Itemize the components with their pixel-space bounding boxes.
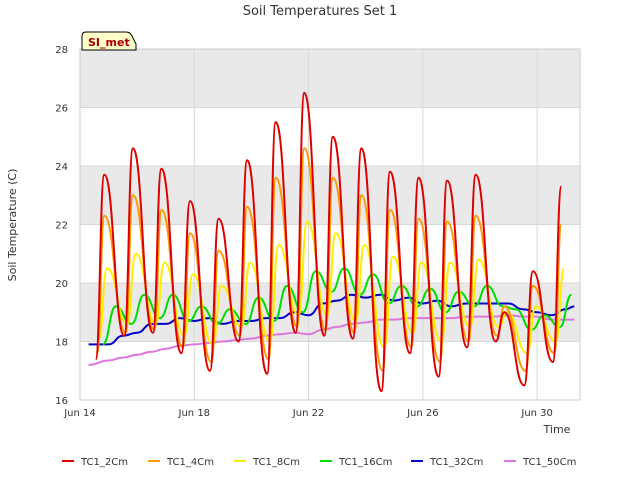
legend-label: TC1_32Cm <box>429 457 483 468</box>
y-axis-ticks: 16 18 20 22 24 26 28 <box>55 45 68 407</box>
legend-label: TC1_8Cm <box>252 457 300 468</box>
y-tick-label: 18 <box>55 338 68 349</box>
x-axis-label: Time <box>543 423 571 436</box>
series-TC1_8Cm <box>97 220 566 355</box>
chart-title: Soil Temperatures Set 1 <box>243 4 398 19</box>
site-badge-label: SI_met <box>88 36 130 49</box>
site-badge: SI_met <box>81 31 137 51</box>
y-tick-label: 20 <box>55 279 68 290</box>
x-tick-label: Jun 22 <box>292 408 325 419</box>
y-tick-label: 16 <box>55 396 68 407</box>
series-line-TC1_16Cm <box>101 267 572 346</box>
y-tick-label: 22 <box>55 221 68 232</box>
legend-label: TC1_2Cm <box>80 457 128 468</box>
series-TC1_50Cm <box>88 314 575 366</box>
series-line-TC1_2Cm <box>94 91 563 393</box>
series-TC1_2Cm <box>94 91 563 393</box>
series-line-TC1_50Cm <box>88 314 575 366</box>
x-tick-label: Jun 18 <box>178 408 211 419</box>
legend-item-TC1_4Cm: TC1_4Cm <box>148 457 214 468</box>
series-layer <box>88 91 575 393</box>
site-badge-tab <box>81 31 137 51</box>
x-tick-label: Jun 26 <box>406 408 439 419</box>
y-tick-label: 26 <box>55 104 68 115</box>
legend-label: TC1_50Cm <box>522 457 576 468</box>
x-axis-ticks: Jun 14 Jun 18 Jun 22 Jun 26 Jun 30 <box>63 408 553 419</box>
plot-frame <box>79 48 581 401</box>
x-tick-label: Jun 14 <box>63 408 96 419</box>
legend-item-TC1_2Cm: TC1_2Cm <box>62 457 128 468</box>
legend-item-TC1_8Cm: TC1_8Cm <box>234 457 300 468</box>
series-line-TC1_8Cm <box>97 220 566 355</box>
legend-item-TC1_32Cm: TC1_32Cm <box>411 457 483 468</box>
legend-label: TC1_4Cm <box>166 457 214 468</box>
legend-item-TC1_50Cm: TC1_50Cm <box>504 457 576 468</box>
y-axis-label: Soil Temperature (C) <box>6 169 19 282</box>
x-tick-label: Jun 30 <box>520 408 553 419</box>
legend: TC1_2Cm TC1_4Cm TC1_8Cm TC1_16Cm TC1_32Cm TC1… <box>62 457 576 468</box>
legend-item-TC1_16Cm: TC1_16Cm <box>320 457 392 468</box>
legend-label: TC1_16Cm <box>338 457 392 468</box>
y-tick-label: 24 <box>55 162 68 173</box>
series-TC1_16Cm <box>101 267 572 346</box>
background-band <box>80 49 580 108</box>
y-tick-label: 28 <box>55 45 68 56</box>
